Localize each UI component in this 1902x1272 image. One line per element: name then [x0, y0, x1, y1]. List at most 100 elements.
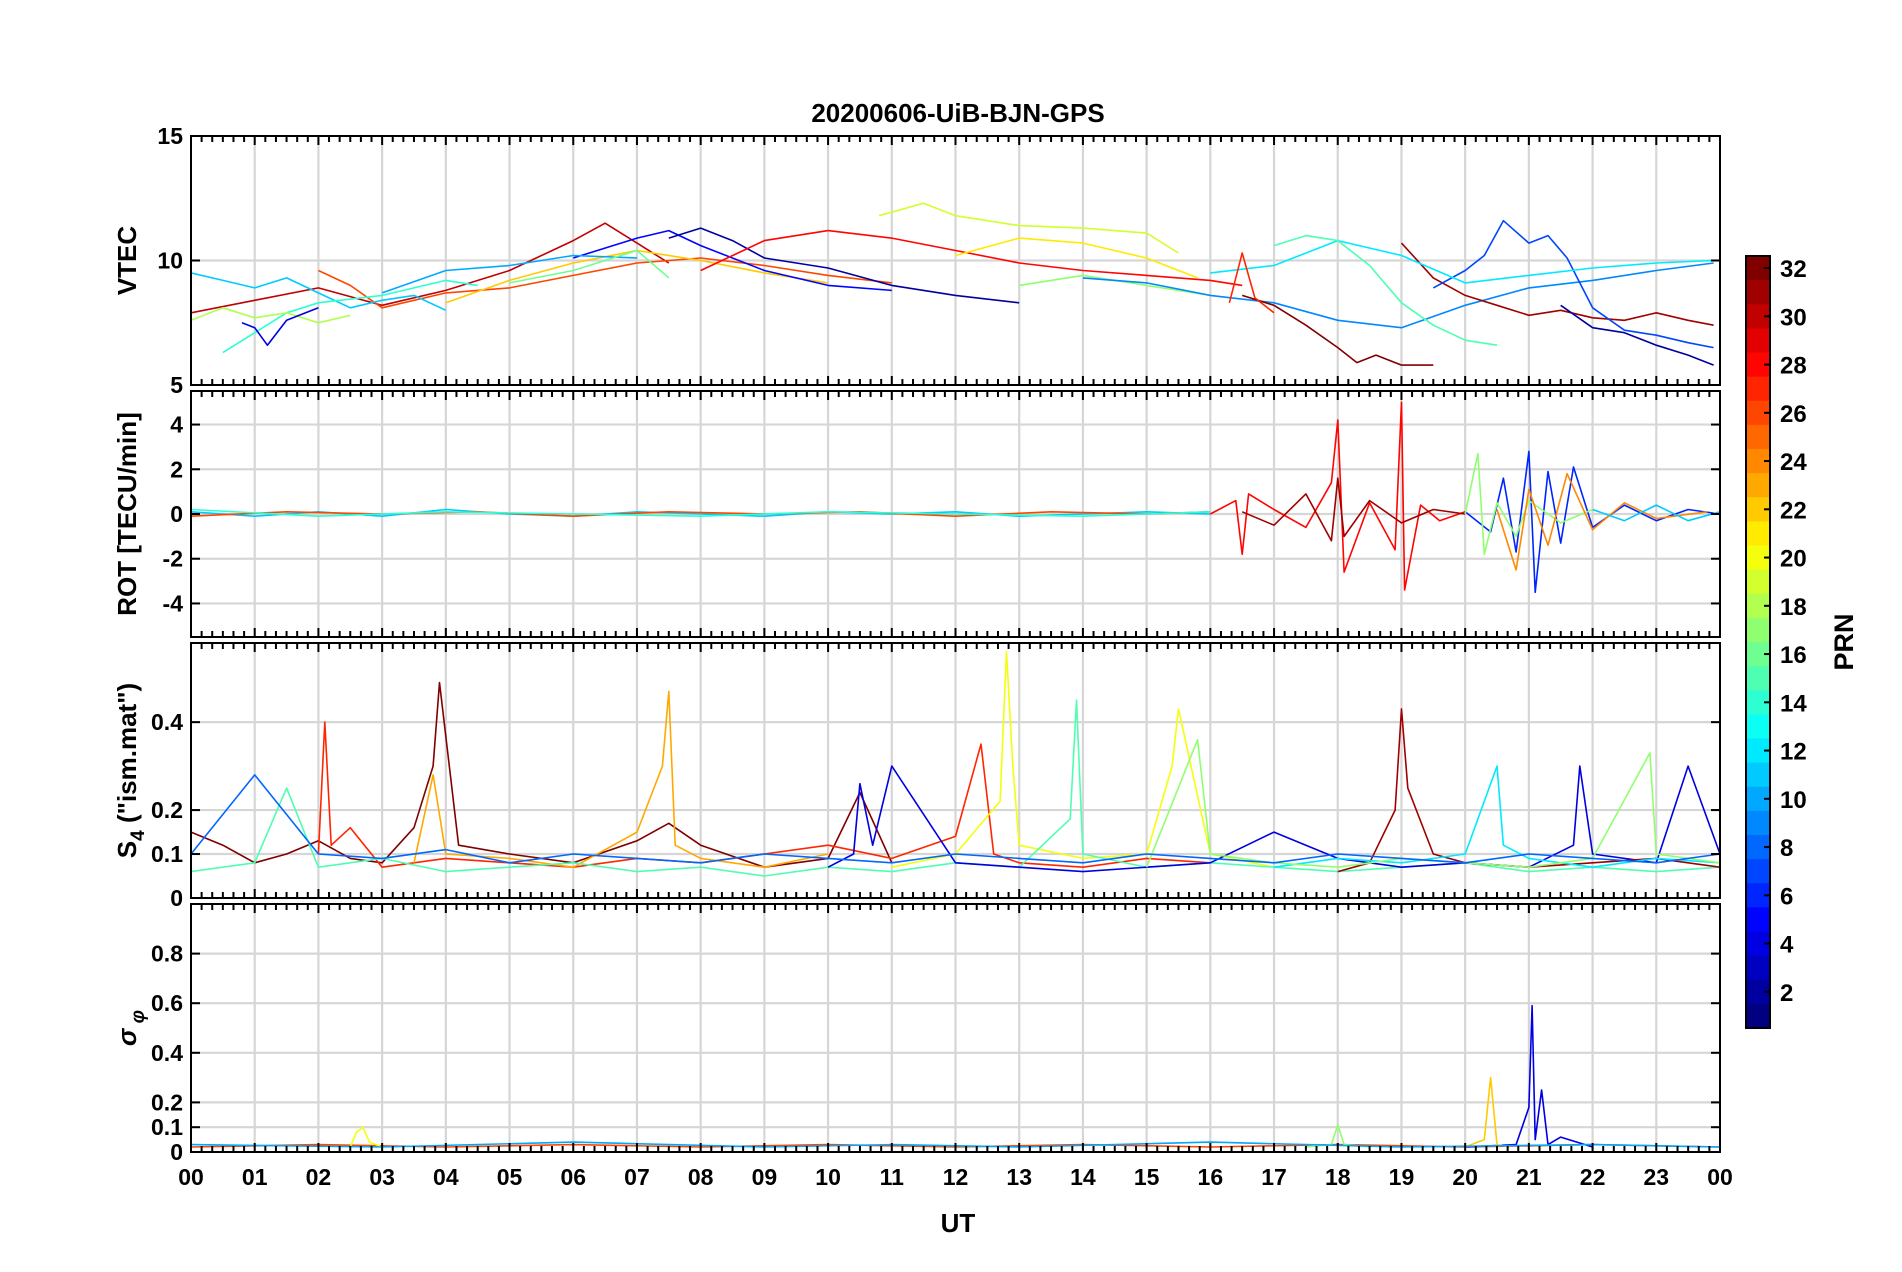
series-prn-15	[1273, 234, 1498, 346]
x-tick-label: 02	[306, 1164, 332, 1190]
series-prn-32	[191, 681, 893, 869]
colorbar-segment	[1746, 1003, 1770, 1029]
x-tick-label: 20	[1452, 1164, 1478, 1190]
series-prn-2	[668, 227, 1020, 304]
traces-vtec	[191, 202, 1714, 366]
x-tick-label: 01	[242, 1164, 268, 1190]
x-tick-label: 19	[1389, 1164, 1415, 1190]
x-tick-label: 00	[1707, 1164, 1733, 1190]
y-tick-label: 5	[170, 372, 183, 398]
y-tick-label: 0	[170, 1139, 183, 1165]
colorbar-segment	[1746, 473, 1770, 498]
y-tick-label: 15	[157, 123, 183, 149]
colorbar-tick-label: 14	[1780, 690, 1807, 717]
traces-rot	[191, 401, 1720, 594]
series-prn-7	[1432, 219, 1714, 349]
y-axis-label-sub: 4	[128, 830, 149, 841]
series-prn-18	[191, 306, 351, 324]
series-prn-9	[1082, 262, 1714, 329]
y-axis-label: σ φ	[112, 1010, 149, 1046]
series-prn-26	[318, 257, 892, 309]
y-axis-label: VTEC	[112, 226, 142, 296]
colorbar-tick-label: 18	[1780, 594, 1807, 621]
y-tick-label: 0.1	[151, 841, 183, 867]
series-prn-12	[1210, 239, 1714, 284]
series-prn-32	[1241, 294, 1434, 366]
colorbar-segment	[1746, 424, 1770, 450]
x-tick-label: 16	[1198, 1164, 1224, 1190]
series-prn-31	[1241, 477, 1466, 542]
y-tick-label: 4	[170, 412, 183, 438]
series-prn-4	[827, 765, 1720, 873]
colorbar-segment	[1746, 280, 1770, 305]
x-tick-label: 18	[1325, 1164, 1351, 1190]
series-prn-8	[191, 774, 1720, 864]
x-tick-label: 23	[1643, 1164, 1669, 1190]
colorbar-segment	[1746, 714, 1770, 740]
series-prn-28	[1209, 401, 1466, 591]
y-axis-label: S4 ("ism.mat")	[112, 683, 149, 858]
x-tick-label: 04	[433, 1164, 459, 1190]
series-prn-4	[241, 307, 319, 347]
y-tick-label: -4	[163, 590, 184, 616]
series-prn-28	[700, 229, 1243, 287]
colorbar-frame	[1745, 255, 1771, 1029]
colorbar-segment	[1746, 762, 1770, 788]
colorbar-segment	[1746, 666, 1770, 691]
series-prn-27	[1228, 252, 1275, 314]
y-tick-label: -2	[163, 546, 183, 572]
colorbar-tick-label: 2	[1780, 980, 1793, 1007]
colorbar-segment	[1746, 810, 1770, 836]
y-tick-label: 0.4	[151, 709, 183, 735]
series-prn-11	[191, 272, 447, 312]
series-prn-14	[191, 508, 1211, 518]
y-axis-label: ROT [TECU/min]	[112, 412, 142, 616]
y-tick-label: 0	[170, 501, 183, 527]
colorbar-tick-label: 30	[1780, 304, 1807, 331]
x-tick-label: 08	[688, 1164, 714, 1190]
series-prn-2	[1560, 304, 1714, 366]
x-tick-label: 12	[943, 1164, 969, 1190]
x-tick-label: 22	[1580, 1164, 1606, 1190]
y-tick-label: 0.2	[151, 1089, 183, 1115]
colorbar-segment	[1746, 376, 1770, 402]
series-prn-10	[381, 254, 638, 294]
x-tick-label: 15	[1134, 1164, 1160, 1190]
series-prn-23	[413, 690, 829, 869]
series-prn-21	[955, 237, 1198, 279]
colorbar-tick-label: 28	[1780, 353, 1807, 380]
y-axis-label-main: σ	[112, 1027, 142, 1046]
y-tick-label: 10	[157, 248, 183, 274]
x-tick-label: 21	[1516, 1164, 1542, 1190]
series-prn-14	[222, 279, 478, 354]
x-tick-label: 14	[1070, 1164, 1096, 1190]
panel-sigphi: 00.10.2 0.4 0.6 0.8 σ φ	[112, 903, 1721, 1165]
colorbar-segment	[1746, 521, 1770, 547]
series-prn-20	[891, 650, 1275, 868]
x-axis-label: UT	[941, 1208, 976, 1238]
colorbar-tick-label: 4	[1780, 932, 1794, 959]
x-tick-label: 13	[1006, 1164, 1032, 1190]
colorbar-tick-label: 6	[1780, 883, 1793, 910]
chart-title: 20200606-UiB-BJN-GPS	[811, 98, 1104, 128]
y-tick-label: 0.4	[151, 1040, 183, 1066]
colorbar-tick-label: 20	[1780, 546, 1807, 573]
y-tick-label: 2	[170, 456, 183, 482]
x-tick-label: 00	[178, 1164, 204, 1190]
colorbar-segment	[1746, 955, 1770, 981]
colorbar-tick-label: 8	[1780, 835, 1793, 862]
x-tick-label: 07	[624, 1164, 650, 1190]
colorbar-tick-label: 10	[1780, 787, 1807, 814]
series-prn-6	[1464, 450, 1720, 594]
series-prn-11	[1592, 504, 1720, 522]
colorbar-tick-label: 24	[1780, 449, 1807, 476]
panel-rot: -4 -2 0 2 4 ROT [TECU/min]	[112, 390, 1721, 638]
colorbar-segment	[1746, 859, 1770, 884]
x-tick-label: 05	[497, 1164, 523, 1190]
series-prn-5	[573, 229, 892, 292]
x-tick-label: 09	[752, 1164, 778, 1190]
x-tick-label: 10	[815, 1164, 841, 1190]
